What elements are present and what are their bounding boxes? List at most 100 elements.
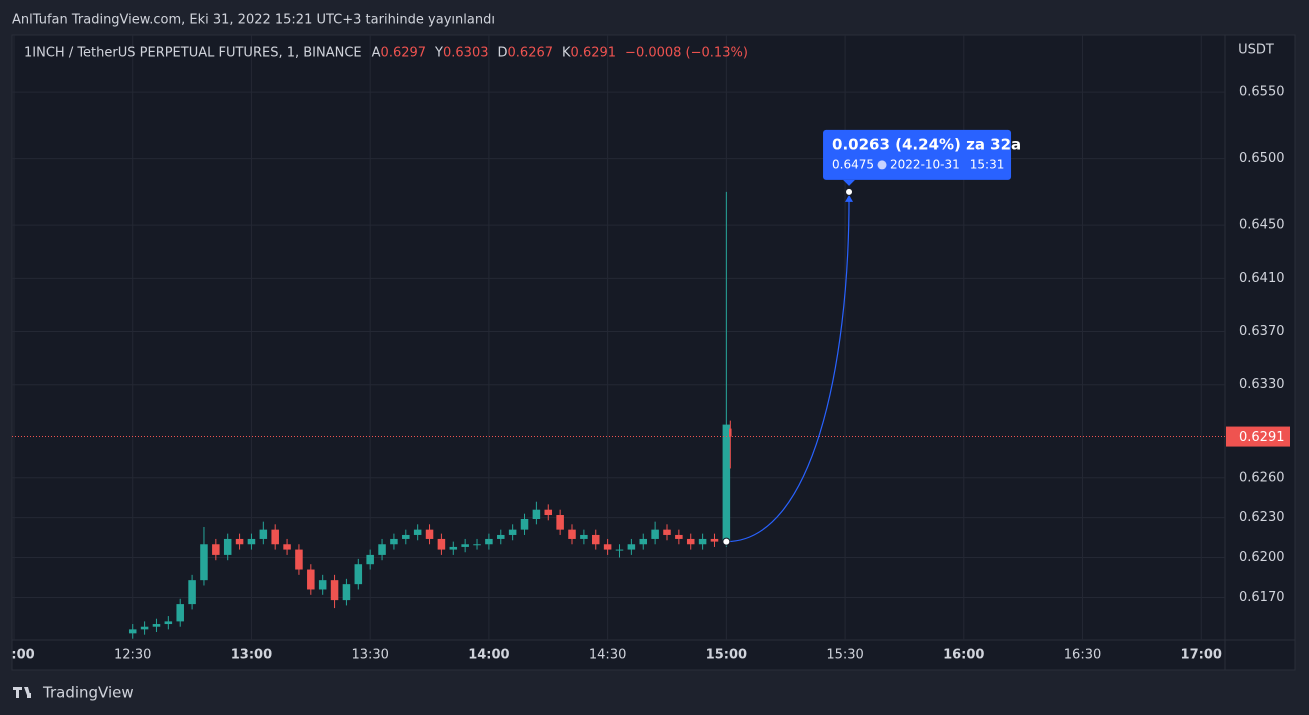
- candle-body: [354, 564, 363, 585]
- projection-box: [823, 129, 1012, 180]
- candle-body: [627, 544, 636, 550]
- x-tick-label: 17:00: [1181, 648, 1222, 663]
- candle-body: [686, 538, 695, 545]
- clock-icon: [877, 160, 887, 170]
- candle-body: [342, 584, 351, 601]
- candle-body: [508, 529, 517, 535]
- candle-body: [283, 544, 291, 550]
- candle-body: [295, 549, 303, 570]
- candle-body: [330, 580, 339, 601]
- x-tick-label: 13:30: [351, 648, 388, 663]
- x-tick-label: 12:30: [114, 648, 151, 663]
- y-tick-label: 0.6200: [1239, 550, 1285, 565]
- candle-body: [461, 544, 469, 547]
- legend-key: A: [372, 46, 381, 61]
- candle-body: [449, 546, 458, 550]
- candle-body: [188, 580, 196, 605]
- legend-change: −0.0008 (−0.13%): [625, 46, 748, 61]
- candle-body: [675, 534, 683, 539]
- projection-date: 2022-10-31: [890, 157, 960, 171]
- legend-key: Y: [434, 46, 443, 61]
- chart-panel: [11, 34, 1296, 671]
- candle-body: [235, 538, 244, 545]
- candle-body: [425, 529, 434, 539]
- axes: 0.6550 0.6500 0.6450 0.6410 0.6370 0.6330 0.62…: [0, 46, 1290, 663]
- legend-key: D: [498, 46, 508, 61]
- y-tick-label: 0.6550: [1239, 85, 1285, 100]
- candle-body: [603, 544, 612, 550]
- brand: TradingView: [42, 684, 134, 702]
- y-tick-label: 0.6230: [1239, 510, 1285, 525]
- candle-body: [212, 544, 220, 555]
- candle-body: [223, 538, 232, 555]
- candle-body: [437, 538, 446, 550]
- plot: 0.0263 (4.24%) za 32a 0.6475 2022-10-31 15:…: [12, 35, 1225, 640]
- legend-value: 0.6297: [381, 46, 427, 61]
- projection-arrow: [845, 194, 854, 202]
- candle-body: [259, 529, 268, 539]
- last-price-label: 0.6291: [1239, 430, 1285, 445]
- candle-body: [307, 569, 315, 590]
- candle-body: [152, 624, 161, 627]
- projection-start: [722, 537, 731, 546]
- candle-body: [698, 538, 707, 545]
- candle-body: [710, 538, 719, 542]
- legend-value: 0.6267: [508, 46, 554, 61]
- candle-body: [591, 534, 600, 545]
- candle-body: [318, 580, 327, 590]
- y-tick-label: 0.6330: [1239, 377, 1285, 392]
- y-tick-label: 0.6370: [1239, 324, 1285, 339]
- candle-body: [532, 509, 541, 519]
- publisher: AnlTufan TradingView.com, Eki 31, 2022 1…: [12, 13, 495, 28]
- candle-body: [663, 529, 671, 535]
- candle-body: [473, 544, 481, 546]
- projection-curve: [726, 197, 850, 543]
- legend-value: 0.6303: [443, 46, 489, 61]
- logo: [13, 687, 31, 698]
- candle-body: [366, 554, 374, 565]
- projection-time: 15:31: [970, 157, 1005, 171]
- candle-body: [247, 538, 256, 545]
- candle-body: [615, 549, 624, 551]
- y-tick-label: 0.6170: [1239, 590, 1285, 605]
- candle-body: [413, 529, 422, 535]
- x-tick-label: 16:00: [943, 648, 984, 663]
- legend-value: 0.6291: [571, 46, 617, 61]
- projection-price: 0.6475: [832, 157, 874, 171]
- axis-unit: USDT: [1238, 43, 1274, 58]
- y-tick-label: 0.6260: [1239, 470, 1285, 485]
- candle-body: [200, 544, 208, 581]
- x-tick-label: 13:00: [231, 648, 272, 663]
- x-tick-label: 14:00: [468, 648, 509, 663]
- y-tick-label: 0.6450: [1239, 218, 1285, 233]
- candle-body: [176, 604, 184, 622]
- projection-end: [845, 187, 854, 196]
- candle-body: [390, 538, 398, 545]
- y-tick-label: 0.6500: [1239, 151, 1285, 166]
- candle-body: [378, 544, 386, 555]
- candle-body: [556, 515, 564, 530]
- x-tick-label: 12:00: [0, 648, 35, 663]
- x-tick-label: 15:30: [826, 648, 863, 663]
- candle-body: [651, 529, 659, 539]
- last-price-box: [1226, 426, 1290, 447]
- x-tick-label: 16:30: [1064, 648, 1101, 663]
- candle-body: [568, 529, 576, 539]
- candle-body: [128, 629, 137, 634]
- y-tick-label: 0.6410: [1239, 271, 1285, 286]
- x-tick-label: 15:00: [706, 648, 747, 663]
- candle-body: [520, 519, 529, 530]
- legend-key: K: [562, 46, 571, 61]
- candle-body: [140, 626, 149, 630]
- candle-body: [271, 529, 279, 545]
- candle-body: [164, 621, 173, 625]
- candle-body: [580, 534, 588, 539]
- legend-title: 1INCH / TetherUS PERPETUAL FUTURES, 1, B…: [24, 46, 362, 61]
- projection-change: 0.0263 (4.24%) za 32a: [832, 135, 1021, 153]
- x-tick-label: 14:30: [589, 648, 626, 663]
- candle-body: [722, 424, 731, 542]
- candle-body: [729, 428, 732, 437]
- candle-body: [485, 538, 493, 545]
- candle-body: [639, 538, 648, 545]
